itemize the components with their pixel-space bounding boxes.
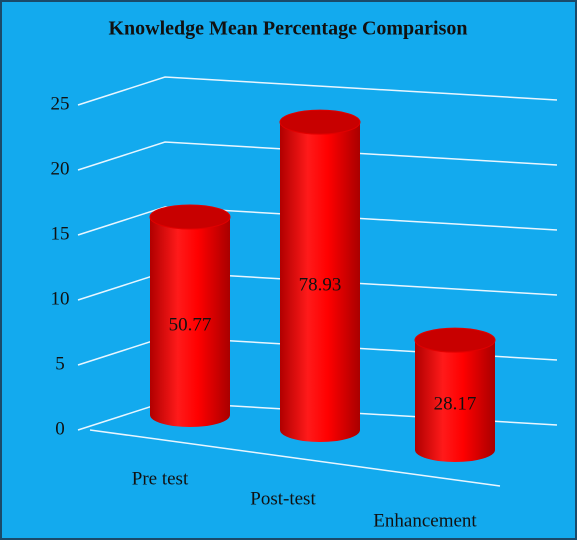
bar-top [414, 327, 496, 353]
y-tick-label: 15 [51, 223, 70, 244]
x-tick-label: Enhancement [373, 510, 477, 531]
x-tick-label: Post-test [250, 488, 316, 509]
data-label: 50.77 [169, 314, 212, 335]
floor-edge [89, 429, 501, 487]
bar-top [149, 204, 231, 230]
grid-line [77, 76, 558, 106]
y-tick-label: 10 [51, 288, 70, 309]
y-tick-label: 5 [55, 353, 65, 374]
grid-line [77, 141, 558, 171]
bar [280, 122, 360, 442]
bar [150, 217, 230, 427]
y-tick-label: 25 [51, 93, 70, 114]
y-tick-label: 0 [55, 418, 65, 439]
y-tick-label: 20 [51, 158, 70, 179]
bar-top [279, 109, 361, 135]
data-label: 28.17 [434, 393, 477, 414]
chart-title: Knowledge Mean Percentage Comparison [108, 18, 467, 40]
data-label: 78.93 [299, 274, 342, 295]
bar [415, 340, 495, 462]
grid-line [77, 206, 558, 236]
x-tick-label: Pre test [132, 468, 189, 489]
bars: 50.77 Pre test 78.93 Post-test 28.17 Enhancem… [132, 109, 496, 531]
